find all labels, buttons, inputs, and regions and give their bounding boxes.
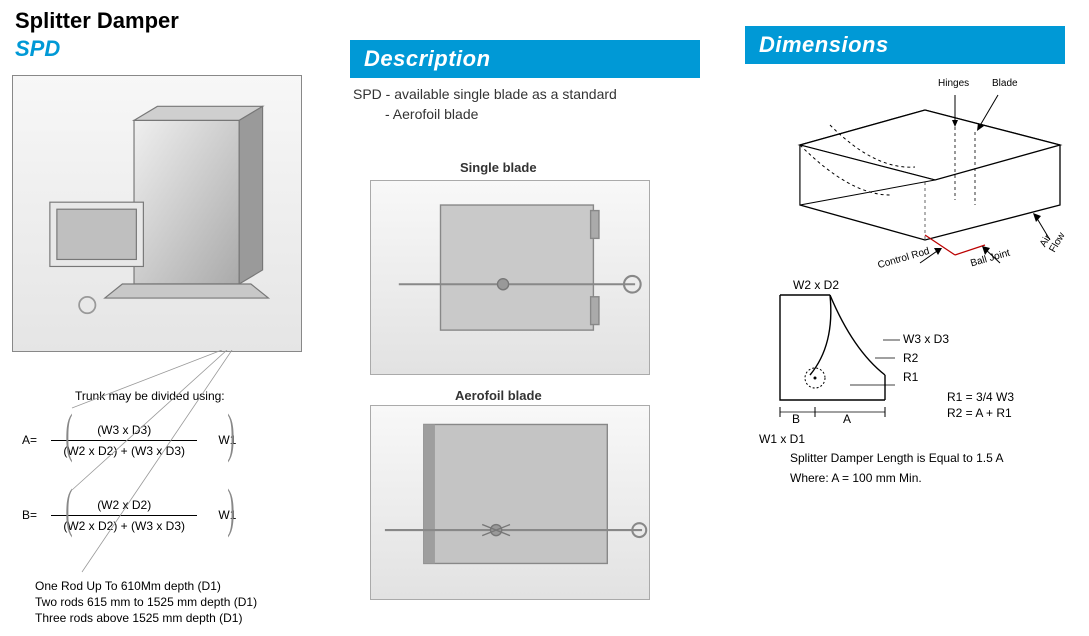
label-w1d1: W1 x D1 [759,432,805,446]
label-w3d3: W3 x D3 [903,332,949,346]
rod-note-3: Three rods above 1525 mm depth (D1) [35,610,257,626]
formula-a-den: (W2 x D2) + (W3 x D3) [51,441,197,461]
connector-lines [12,350,312,580]
label-hinges: Hinges [938,78,969,89]
dimensions-3d-diagram: Hinges Blade Control Rod Ball Joint Air … [760,65,1070,265]
aerofoil-blade-label: Aerofoil blade [455,388,542,403]
desc-line1: SPD - available single blade as a standa… [353,85,617,105]
single-blade-image [370,180,650,375]
dim-note-2: Where: A = 100 mm Min. [790,468,1003,488]
product-photo [12,75,302,352]
page-title: Splitter Damper [15,8,179,34]
description-header: Description [350,40,700,78]
single-blade-label: Single blade [460,160,537,175]
label-a: A [843,412,851,426]
formula-b-lhs: B= [22,508,48,522]
dimensions-2d-schematic: W2 x D2 W3 x D3 R2 R1 R1 = 3/4 W3 R2 = A… [775,290,1075,435]
label-r1: R1 [903,370,918,384]
label-r2: R2 [903,351,918,365]
formula-b-den: (W2 x D2) + (W3 x D3) [51,516,197,536]
dimension-notes: Splitter Damper Length is Equal to 1.5 A… [790,448,1003,489]
label-r1-eq: R1 = 3/4 W3 [947,390,1014,404]
formula-b: B= ( (W2 x D2) (W2 x D2) + (W3 x D3) ) W… [22,495,236,536]
label-r2-eq: R2 = A + R1 [947,406,1012,420]
trunk-label: Trunk may be divided using: [75,389,225,403]
rod-note-2: Two rods 615 mm to 1525 mm depth (D1) [35,594,257,610]
label-b: B [792,412,800,426]
formula-b-num: (W2 x D2) [51,495,197,516]
formula-a-lhs: A= [22,433,48,447]
dim-note-1: Splitter Damper Length is Equal to 1.5 A [790,448,1003,468]
label-blade: Blade [992,78,1018,89]
dimensions-header: Dimensions [745,26,1065,64]
aerofoil-blade-image [370,405,650,600]
formula-a: A= ( (W3 x D3) (W2 x D2) + (W3 x D3) ) W… [22,420,236,461]
rod-notes: One Rod Up To 610Mm depth (D1) Two rods … [35,578,257,627]
product-code: SPD [15,36,179,62]
desc-line2: - Aerofoil blade [353,105,617,125]
label-w2d2: W2 x D2 [793,278,839,292]
description-text: SPD - available single blade as a standa… [353,85,617,124]
rod-note-1: One Rod Up To 610Mm depth (D1) [35,578,257,594]
formula-a-num: (W3 x D3) [51,420,197,441]
